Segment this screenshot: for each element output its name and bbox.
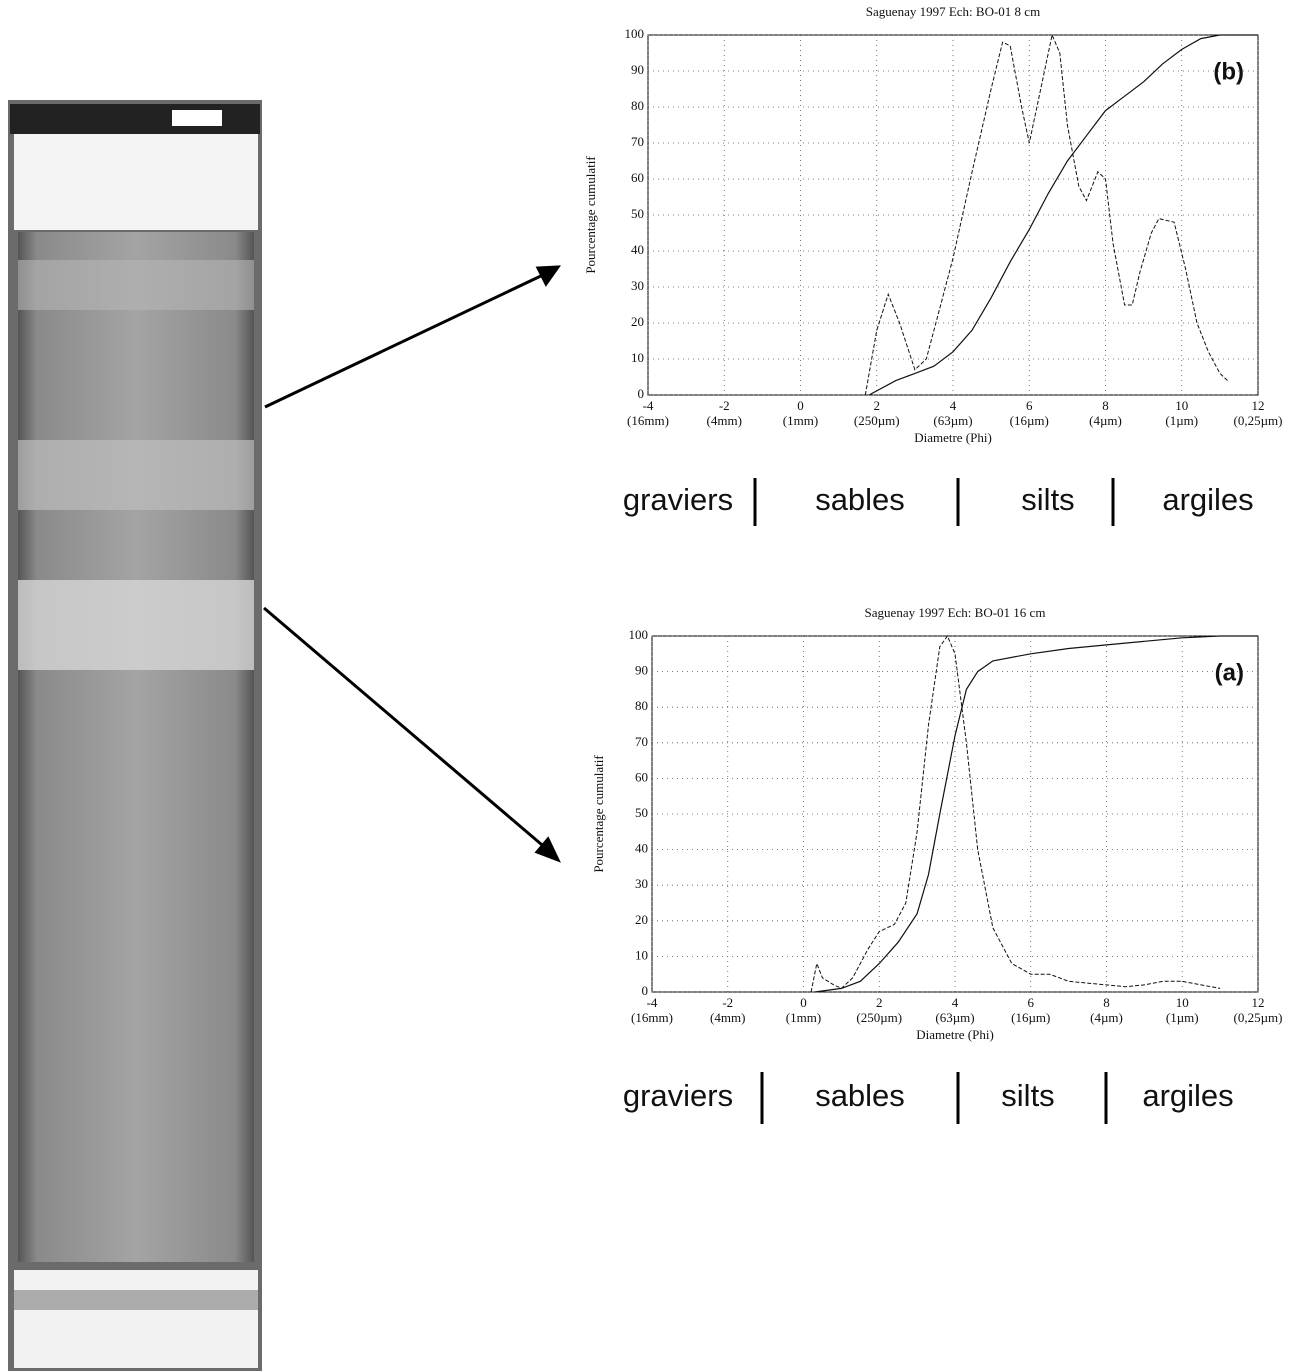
y-tick-label: 30 — [631, 278, 644, 293]
y-tick-label: 90 — [631, 62, 644, 77]
x-tick-label: 10 — [1175, 398, 1188, 413]
x-tick-label: 0 — [797, 398, 804, 413]
grain-class: argiles — [1142, 1078, 1233, 1113]
x-tick-unit: (4mm) — [710, 1010, 745, 1025]
grain-class: argiles — [1162, 482, 1253, 517]
y-tick-label: 80 — [635, 698, 648, 713]
y-tick-label: 0 — [638, 386, 645, 401]
y-tick-label: 50 — [635, 805, 648, 820]
y-tick-label: 70 — [635, 734, 648, 749]
y-tick-label: 20 — [635, 912, 648, 927]
x-tick-label: 12 — [1252, 995, 1265, 1010]
y-tick-label: 70 — [631, 134, 644, 149]
x-tick-label: -2 — [722, 995, 733, 1010]
y-tick-label: 60 — [631, 170, 644, 185]
grain-class: silts — [1021, 482, 1074, 517]
x-tick-unit: (16mm) — [631, 1010, 673, 1025]
y-axis-label: Pourcentage cumulatif — [583, 156, 598, 274]
x-tick-unit: (1µm) — [1166, 1010, 1199, 1025]
panel-label: (b) — [1213, 58, 1244, 85]
y-tick-label: 60 — [635, 769, 648, 784]
grain-class: graviers — [623, 482, 733, 517]
grain-class: graviers — [623, 1078, 733, 1113]
y-tick-label: 50 — [631, 206, 644, 221]
y-tick-label: 20 — [631, 314, 644, 329]
y-tick-label: 30 — [635, 876, 648, 891]
x-tick-unit: (250µm) — [856, 1010, 902, 1025]
x-tick-unit: (16µm) — [1011, 1010, 1050, 1025]
x-tick-label: 12 — [1252, 398, 1265, 413]
x-tick-label: 2 — [874, 398, 881, 413]
y-tick-label: 0 — [642, 983, 649, 998]
arrows — [263, 265, 562, 863]
y-tick-label: 100 — [629, 627, 649, 642]
grain-class: silts — [1001, 1078, 1054, 1113]
x-tick-unit: (1mm) — [786, 1010, 821, 1025]
x-tick-label: 6 — [1028, 995, 1035, 1010]
panel-label: (a) — [1215, 659, 1244, 686]
core-image — [8, 100, 262, 1371]
grain-class: sables — [815, 1078, 905, 1113]
x-tick-unit: (4µm) — [1090, 1010, 1123, 1025]
y-tick-label: 80 — [631, 98, 644, 113]
x-tick-label: 0 — [800, 995, 807, 1010]
x-tick-unit: (4mm) — [707, 413, 742, 428]
x-tick-unit: (63µm) — [935, 1010, 974, 1025]
x-tick-unit: (0,25µm) — [1233, 413, 1282, 428]
x-tick-label: 8 — [1103, 995, 1110, 1010]
data-line — [864, 33, 1228, 396]
x-tick-label: -4 — [647, 995, 658, 1010]
y-tick-label: 40 — [635, 841, 648, 856]
x-tick-label: 10 — [1176, 995, 1189, 1010]
x-tick-unit: (4µm) — [1089, 413, 1122, 428]
chart-title: Saguenay 1997 Ech: BO-01 16 cm — [865, 605, 1046, 620]
chart-title: Saguenay 1997 Ech: BO-01 8 cm — [866, 4, 1040, 19]
data-line — [868, 34, 1258, 396]
x-tick-unit: (250µm) — [854, 413, 900, 428]
x-tick-unit: (1mm) — [783, 413, 818, 428]
x-tick-unit: (16µm) — [1010, 413, 1049, 428]
x-tick-label: 4 — [952, 995, 959, 1010]
x-tick-label: 2 — [876, 995, 883, 1010]
y-tick-label: 10 — [635, 947, 648, 962]
x-tick-label: 8 — [1102, 398, 1109, 413]
y-tick-label: 10 — [631, 350, 644, 365]
x-tick-unit: (1µm) — [1165, 413, 1198, 428]
x-tick-label: -2 — [719, 398, 730, 413]
y-tick-label: 90 — [635, 663, 648, 678]
x-tick-unit: (16mm) — [627, 413, 669, 428]
x-tick-label: 4 — [950, 398, 957, 413]
y-axis-label: Pourcentage cumulatif — [591, 755, 606, 873]
x-axis-label: Diametre (Phi) — [914, 430, 992, 445]
data-line — [810, 634, 1221, 993]
x-axis-label: Diametre (Phi) — [916, 1027, 994, 1042]
x-tick-unit: (63µm) — [933, 413, 972, 428]
x-tick-label: -4 — [643, 398, 654, 413]
y-tick-label: 100 — [625, 26, 645, 41]
y-tick-label: 40 — [631, 242, 644, 257]
grain-class: sables — [815, 482, 905, 517]
x-tick-label: 6 — [1026, 398, 1033, 413]
x-tick-unit: (0,25µm) — [1233, 1010, 1282, 1025]
data-line — [814, 635, 1258, 993]
